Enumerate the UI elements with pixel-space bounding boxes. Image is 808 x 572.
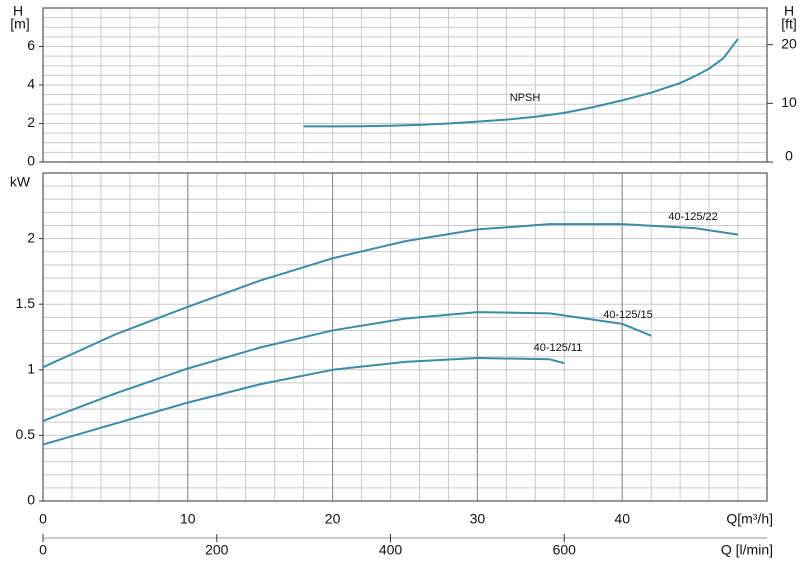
x-tick-label: 0 xyxy=(39,511,47,527)
y-tick-label: 1 xyxy=(27,361,35,377)
y2-axis-unit: [ft] xyxy=(781,16,797,32)
y-tick-label: 2 xyxy=(27,114,35,130)
y2-tick-label: 20 xyxy=(781,35,797,51)
x-axis-label: Q[m³/h] xyxy=(726,511,773,527)
y-tick-label: 4 xyxy=(27,76,35,92)
y-tick-label: 0.5 xyxy=(16,426,36,442)
x2-tick-label: 400 xyxy=(379,542,403,558)
y-axis-label: kW xyxy=(10,174,31,190)
x2-axis-label: Q [l/min] xyxy=(721,542,773,558)
y-axis-label: H xyxy=(13,3,23,19)
x2-tick-label: 0 xyxy=(39,542,47,558)
x-tick-label: 20 xyxy=(325,511,341,527)
x2-tick-label: 600 xyxy=(553,542,577,558)
curve-label: 40-125/15 xyxy=(603,309,653,321)
curve xyxy=(303,38,739,128)
y2-tick-label: 0 xyxy=(785,148,793,164)
plot-frame xyxy=(42,7,768,163)
curve-label: 40-125/22 xyxy=(668,211,718,223)
curve xyxy=(42,311,652,422)
y-tick-label: 2 xyxy=(27,229,35,245)
y2-axis-label: H xyxy=(784,3,794,19)
x2-tick-label: 200 xyxy=(205,542,229,558)
curve xyxy=(42,223,739,369)
y2-tick-label: 10 xyxy=(781,94,797,110)
curve-label: NPSH xyxy=(510,92,541,104)
curve xyxy=(42,356,565,446)
plot-frame xyxy=(42,172,768,502)
x-tick-label: 40 xyxy=(614,511,630,527)
y-tick-label: 0 xyxy=(27,153,35,169)
y-axis-unit: [m] xyxy=(10,16,29,32)
y-tick-label: 1.5 xyxy=(16,295,36,311)
curve-label: 40-125/11 xyxy=(534,342,583,354)
x-tick-label: 10 xyxy=(180,511,196,527)
y-tick-label: 6 xyxy=(27,37,35,53)
x-tick-label: 30 xyxy=(470,511,486,527)
y-tick-label: 0 xyxy=(27,492,35,508)
